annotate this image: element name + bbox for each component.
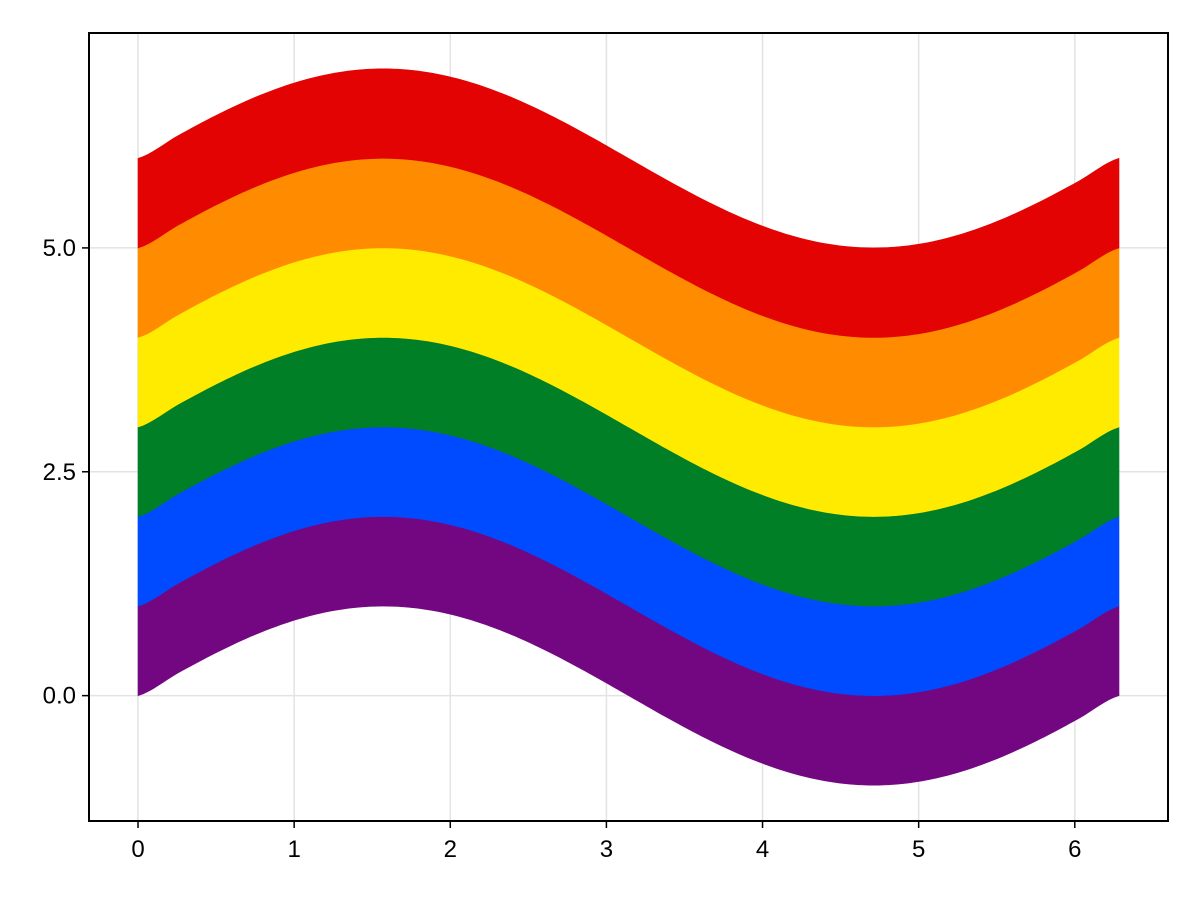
y-axis-ticks: 0.0 2.5 5.0	[43, 235, 89, 710]
band-area-6	[137, 68, 1120, 338]
y-tick-label: 2.5	[43, 459, 76, 486]
x-tick-label: 3	[600, 836, 613, 863]
x-tick-label: 2	[444, 836, 457, 863]
x-tick-label: 1	[287, 836, 300, 863]
x-tick-label: 0	[131, 836, 144, 863]
band-series	[137, 68, 1120, 786]
y-tick-label: 5.0	[43, 235, 76, 262]
y-tick-label: 0.0	[43, 683, 76, 710]
x-tick-label: 6	[1068, 836, 1081, 863]
x-tick-label: 5	[912, 836, 925, 863]
x-tick-label: 4	[756, 836, 769, 863]
plot-frame	[88, 32, 1169, 822]
x-axis-ticks: 0 1 2 3 4 5 6	[131, 821, 1081, 863]
